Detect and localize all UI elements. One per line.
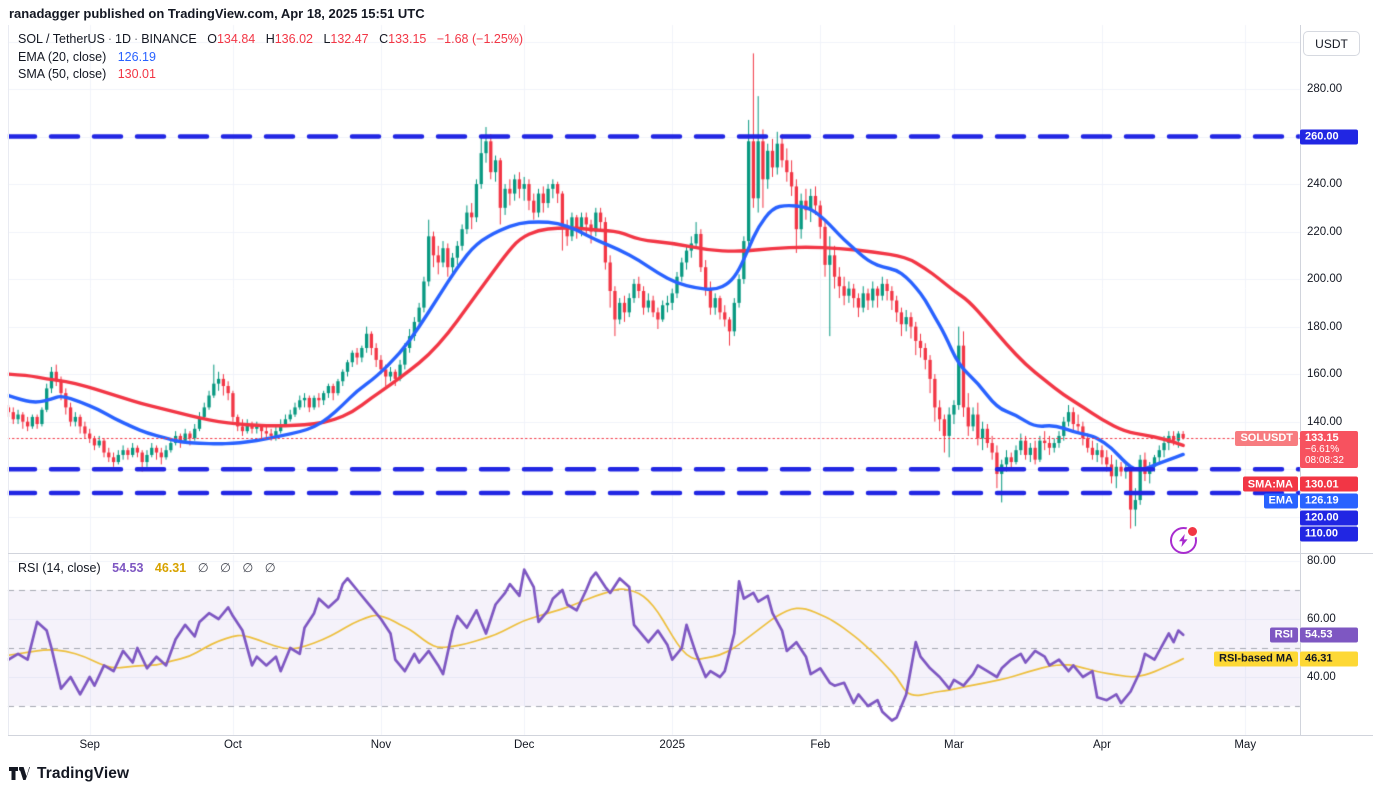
published-byline: ranadagger published on TradingView.com,… [9,6,425,21]
tradingview-logo[interactable]: TradingView [9,765,129,783]
price-badge-260: 260.00 [1300,129,1358,145]
tradingview-glyph-icon [9,766,30,780]
ema-badge: EMA 126.19 [1263,493,1358,508]
time-axis-label-may: May [1234,739,1257,751]
rsi-ma-badge: RSI-based MA 46.31 [1214,651,1358,667]
time-axis-border [8,735,1373,736]
rsi-label: RSI (14, close) [18,561,101,575]
sma-label: SMA (50, close) [18,67,107,81]
main-legend: SOL / TetherUS · 1D · BINANCE O134.84 H136.0… [18,31,523,84]
open-key: O [207,32,217,46]
rsi-empty-params: ∅ ∅ ∅ ∅ [197,561,280,575]
ema-badge-tag: EMA [1263,493,1298,508]
rsi-ma-badge-value: 46.31 [1300,651,1358,667]
interval-label: 1D [115,32,132,46]
close-value: 133.15 [388,32,427,46]
price-axis-tick: 60.00 [1307,613,1336,625]
sma-legend-row[interactable]: SMA (50, close) 130.01 [18,66,523,84]
time-axis-label-2025: 2025 [659,739,686,751]
price-badge-120: 120.00 [1300,510,1358,525]
price-axis-tick: 200.00 [1307,273,1343,286]
time-axis-label-nov: Nov [370,739,392,751]
time-axis-label-sep: Sep [79,739,100,751]
sma-badge: SMA:MA 130.01 [1242,476,1358,492]
currency-toggle-button[interactable]: USDT [1303,31,1360,56]
time-axis-label-feb: Feb [810,739,831,751]
symbol-price-badge: SOLUSDT 133.15 −6.61% 08:08:32 [1235,430,1358,468]
exchange-label: BINANCE [141,32,197,46]
sma-badge-value: 130.01 [1300,476,1358,492]
rsi-legend-row[interactable]: RSI (14, close) 54.53 46.31 ∅ ∅ ∅ ∅ [18,560,280,575]
brand-text: TradingView [37,765,130,782]
price-badge-110: 110.00 [1300,526,1358,541]
symbol-price-badge-tag: SOLUSDT [1235,430,1298,446]
low-key: L [323,32,331,46]
price-axis-tick: 180.00 [1307,320,1343,333]
rsi-value: 54.53 [112,561,144,575]
chart-left-border [8,25,9,735]
price-axis-tick: 40.00 [1307,671,1336,683]
ema-legend-row[interactable]: EMA (20, close) 126.19 [18,49,523,67]
price-axis-tick: 220.00 [1307,225,1343,238]
pane-separator[interactable] [8,553,1373,554]
time-axis-label-oct: Oct [223,739,242,751]
flash-ideas-icon[interactable] [1170,525,1199,554]
time-axis-label-mar: Mar [944,739,964,751]
price-badge-110-value: 110.00 [1300,526,1358,541]
symbol-legend-row[interactable]: SOL / TetherUS · 1D · BINANCE O134.84 H136.0… [18,32,524,46]
rsi-badge-tag: RSI [1269,627,1298,643]
symbol-price-badge-box: 133.15 −6.61% 08:08:32 [1300,430,1358,468]
lightning-bolt-icon [1179,534,1188,547]
symbol-name: SOL / TetherUS [18,32,105,46]
price-axis-tick: 140.00 [1307,415,1343,428]
price-axis-border [1300,25,1301,735]
ema-value: 126.19 [117,49,156,64]
rsi-badge: RSI 54.53 [1269,627,1358,643]
price-badge-260-value: 260.00 [1300,129,1358,145]
price-axis-tick: 160.00 [1307,368,1343,381]
open-value: 134.84 [216,32,256,46]
ema-badge-value: 126.19 [1300,493,1358,508]
change-value: −1.68 (−1.25%) [436,32,524,46]
price-axis-tick: 80.00 [1307,555,1336,567]
close-key: C [379,32,389,46]
time-axis-label-dec: Dec [513,739,535,751]
rsi-ma-badge-tag: RSI-based MA [1214,651,1298,667]
high-value: 136.02 [274,32,313,46]
last-price: 133.15 [1305,432,1339,445]
low-value: 132.47 [330,32,369,46]
rsi-badge-value: 54.53 [1300,627,1358,643]
change-percent: −6.61% [1305,444,1340,456]
price-axis-tick: 280.00 [1307,83,1343,96]
sma-badge-tag: SMA:MA [1242,476,1298,492]
rsi-ma-value: 46.31 [154,561,187,575]
high-key: H [265,32,275,46]
sma-value: 130.01 [117,67,156,81]
time-axis-label-apr: Apr [1093,739,1111,751]
price-axis-tick: 240.00 [1307,178,1343,191]
notification-dot [1186,525,1199,538]
ema-label: EMA (20, close) [18,49,107,64]
bar-countdown: 08:08:32 [1305,455,1344,467]
price-badge-120-value: 120.00 [1300,510,1358,525]
